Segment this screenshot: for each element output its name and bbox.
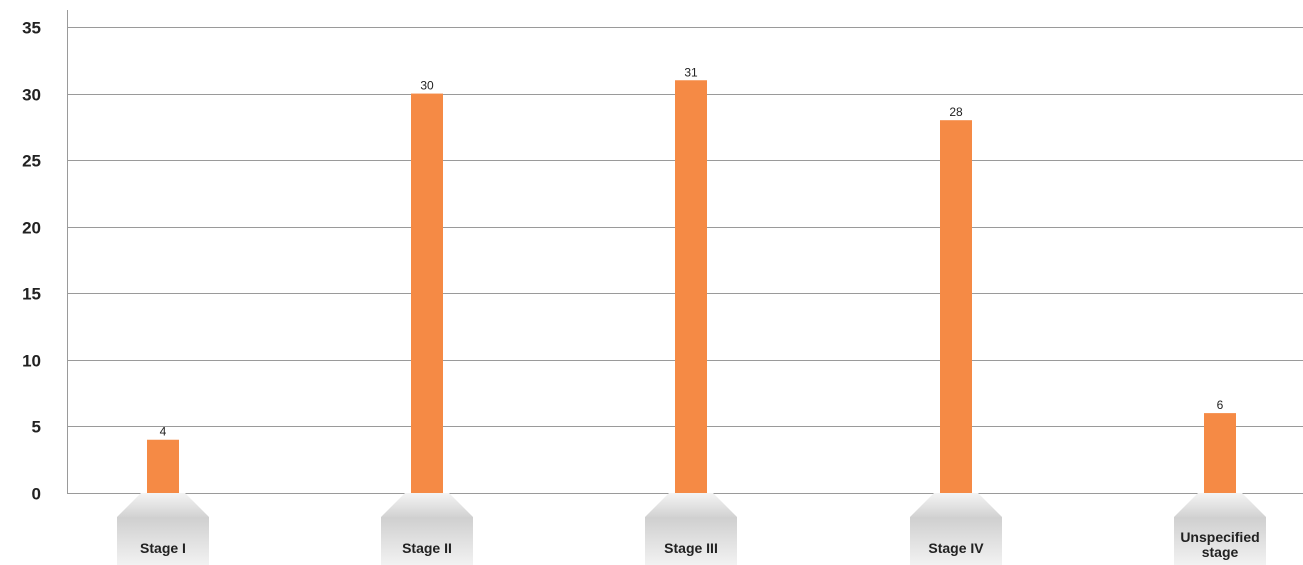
y-tick-label-15: 15 xyxy=(22,285,41,304)
data-labels: 4 30 31 28 6 xyxy=(160,65,1224,438)
category-box-unspecified-stage xyxy=(1174,517,1266,565)
y-tick-label-20: 20 xyxy=(22,219,41,238)
category-label-boxes: Stage I Stage II Stage III Stage IV Unspecif… xyxy=(117,493,1266,565)
data-label-stage-iii: 31 xyxy=(684,65,698,79)
category-box-stage-i xyxy=(117,517,209,565)
category-base-unspecified-stage xyxy=(1174,493,1266,517)
y-tick-label-35: 35 xyxy=(22,19,41,38)
bar-stage-i xyxy=(147,439,179,493)
y-tick-label-10: 10 xyxy=(22,352,41,371)
y-axis: 0 5 10 15 20 25 30 35 xyxy=(22,10,68,504)
category-base-stage-iii xyxy=(645,493,737,517)
x-tick-label-stage-ii: Stage II xyxy=(402,540,452,556)
category-box-stage-iii xyxy=(645,517,737,565)
x-tick-label-stage-i: Stage I xyxy=(140,540,186,556)
y-tick-label-5: 5 xyxy=(32,418,41,437)
category-base-stage-iv xyxy=(910,493,1002,517)
x-tick-label-stage-iv: Stage IV xyxy=(928,540,984,556)
category-base-stage-i xyxy=(117,493,209,517)
data-label-stage-iv: 28 xyxy=(949,105,963,119)
data-label-stage-i: 4 xyxy=(160,425,167,439)
bar-stage-ii xyxy=(411,93,443,494)
bar-unspecified-stage xyxy=(1204,413,1236,493)
y-tick-label-0: 0 xyxy=(32,485,41,504)
x-tick-label-unspecified-stage-line1: Unspecified xyxy=(1180,529,1259,545)
data-label-stage-ii: 30 xyxy=(420,79,434,93)
y-tick-label-25: 25 xyxy=(22,152,41,171)
bars xyxy=(147,80,1236,494)
x-tick-label-unspecified-stage-line2: stage xyxy=(1202,544,1239,560)
category-base-stage-ii xyxy=(381,493,473,517)
category-box-stage-ii xyxy=(381,517,473,565)
category-box-stage-iv xyxy=(910,517,1002,565)
x-tick-label-stage-iii: Stage III xyxy=(664,540,718,556)
bar-stage-iii xyxy=(675,80,707,493)
bar-stage-iv xyxy=(940,120,972,493)
y-tick-label-30: 30 xyxy=(22,86,41,105)
data-label-unspecified-stage: 6 xyxy=(1217,398,1224,412)
